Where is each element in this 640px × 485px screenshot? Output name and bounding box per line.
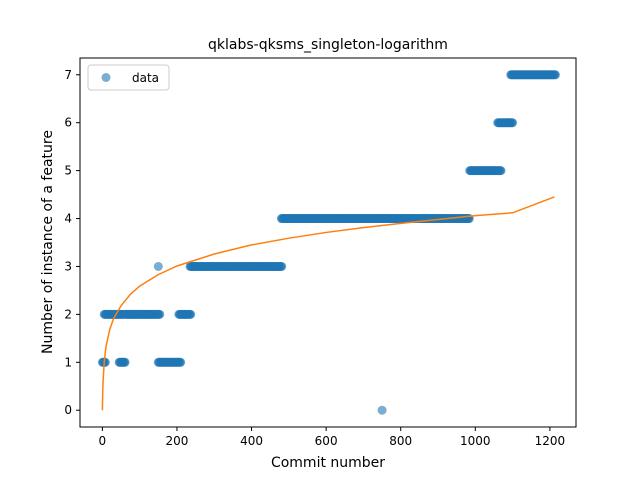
data-point	[153, 261, 163, 271]
data-point	[377, 405, 387, 415]
y-tick-label: 4	[64, 212, 72, 226]
x-tick-label: 400	[240, 434, 263, 448]
data-point	[508, 118, 518, 128]
data-run	[185, 261, 287, 271]
plot-area	[97, 70, 560, 415]
x-tick-label: 800	[389, 434, 412, 448]
y-tick-label: 0	[64, 403, 72, 417]
fit-line	[101, 196, 555, 411]
data-run	[120, 309, 165, 319]
data-point	[100, 357, 110, 367]
data-run	[493, 118, 518, 128]
y-tick-label: 1	[64, 355, 72, 369]
y-tick-label: 6	[64, 116, 72, 130]
x-axis-label: Commit number	[271, 455, 385, 471]
data-run	[174, 309, 196, 319]
y-tick-label: 2	[64, 307, 72, 321]
x-tick-label: 1000	[460, 434, 491, 448]
x-tick-label: 200	[166, 434, 189, 448]
chart-title: qklabs-qksms_singleton-logarithm	[208, 37, 448, 53]
legend-marker	[101, 73, 111, 82]
y-tick-label: 5	[64, 164, 72, 178]
axes: 0 200 400 600 800 1000 1200 0 1 2 3 4 5 6 7	[64, 57, 577, 448]
data-point	[186, 309, 196, 319]
axes-frame	[79, 57, 577, 428]
data-point	[496, 166, 506, 176]
legend: data	[87, 64, 170, 91]
legend-label: data	[132, 71, 159, 85]
data-point	[155, 309, 165, 319]
data-point	[550, 70, 560, 80]
legend-box	[87, 64, 170, 91]
x-tick-label: 0	[99, 434, 107, 448]
data-run	[276, 214, 474, 224]
x-tick-label: 600	[315, 434, 338, 448]
data-run	[114, 357, 130, 367]
x-tick-label: 1200	[535, 434, 566, 448]
y-axis-label: Number of instance of a feature	[40, 130, 56, 354]
data-run	[465, 166, 506, 176]
data-point	[176, 357, 186, 367]
data-run	[506, 70, 560, 80]
data-run	[153, 357, 186, 367]
y-tick-label: 3	[64, 259, 72, 273]
data-point	[277, 261, 287, 271]
y-tick-label: 7	[64, 68, 72, 82]
data-point	[120, 357, 130, 367]
